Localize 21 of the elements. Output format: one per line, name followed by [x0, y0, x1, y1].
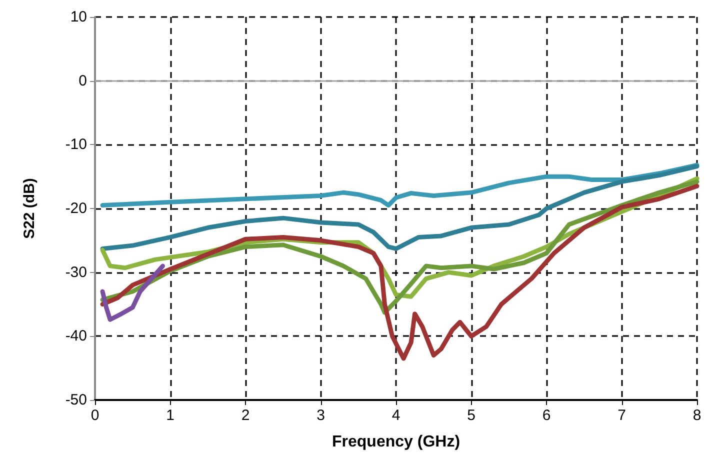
x-tick-label: 0 — [90, 407, 100, 424]
y-tick-label: -10 — [65, 136, 87, 154]
y-axis-title: S22 (dB) — [21, 178, 38, 239]
line-series — [100, 264, 165, 322]
x-tick-label: 8 — [692, 407, 702, 424]
y-tick-label: -40 — [65, 328, 87, 345]
x-tick-label: 3 — [316, 407, 325, 424]
y-tick-label: -50 — [65, 392, 87, 408]
x-tick-label: 7 — [618, 407, 626, 424]
x-axis-title: Frequency (GHz) — [332, 434, 460, 450]
y-tick-label: 10 — [70, 8, 87, 26]
x-tick-label: 5 — [467, 407, 476, 424]
x-tick-label: 2 — [241, 407, 250, 424]
x-tick-label: 4 — [392, 407, 400, 424]
line-series — [100, 164, 700, 251]
x-tick-label: 1 — [166, 407, 174, 424]
x-tick-label: 6 — [542, 407, 551, 424]
line-series — [100, 184, 700, 361]
y-tick-label: -30 — [65, 264, 87, 281]
y-tick-label: -20 — [65, 200, 87, 217]
y-tick-label: 0 — [78, 72, 87, 90]
